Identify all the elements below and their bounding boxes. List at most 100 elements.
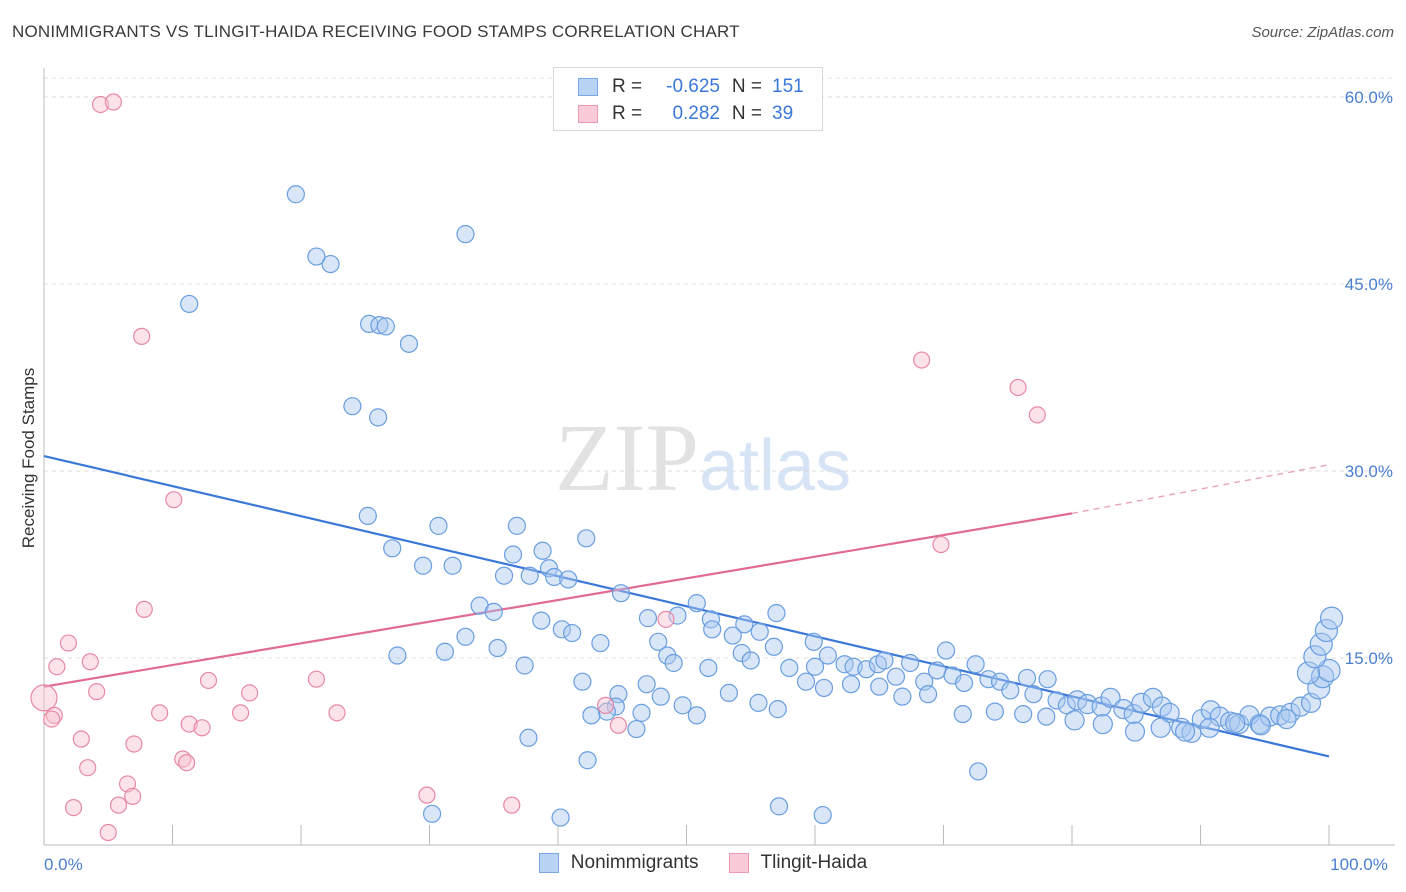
legend-row-tlingit-haida: R = 0.282 N = 39 — [578, 101, 793, 127]
point-tlingit-haida — [79, 759, 97, 777]
point-nonimmigrants — [484, 602, 503, 621]
point-nonimmigrants — [343, 397, 362, 416]
point-nonimmigrants — [658, 646, 677, 665]
point-nonimmigrants — [814, 678, 834, 698]
point-tlingit-haida — [503, 796, 521, 814]
point-nonimmigrants — [927, 661, 947, 680]
point-nonimmigrants — [1100, 687, 1121, 708]
legend-item-nonimmigrants: Nonimmigrants — [538, 852, 699, 874]
point-nonimmigrants — [551, 808, 570, 827]
point-tlingit-haida — [59, 634, 78, 652]
point-nonimmigrants — [1123, 703, 1144, 725]
point-nonimmigrants — [1001, 681, 1020, 700]
legend-n-label: N = — [731, 103, 762, 124]
point-nonimmigrants — [1038, 670, 1057, 689]
point-nonimmigrants — [813, 805, 832, 825]
point-tlingit-haida — [1028, 406, 1046, 424]
point-nonimmigrants — [358, 506, 377, 525]
point-nonimmigrants — [533, 541, 552, 560]
point-nonimmigrants — [559, 570, 578, 589]
point-nonimmigrants — [769, 797, 789, 816]
point-nonimmigrants — [649, 632, 668, 651]
point-nonimmigrants — [1024, 685, 1043, 704]
point-nonimmigrants — [1113, 699, 1134, 720]
point-tlingit-haida — [609, 716, 627, 734]
point-nonimmigrants — [563, 623, 582, 643]
point-nonimmigrants — [520, 566, 539, 585]
point-nonimmigrants — [1199, 717, 1220, 738]
point-nonimmigrants — [1314, 618, 1339, 643]
point-tlingit-haida — [88, 683, 106, 701]
watermark: ZIPatlas — [555, 402, 851, 513]
point-nonimmigrants — [985, 702, 1005, 721]
point-tlingit-haida — [125, 735, 143, 753]
point-tlingit-haida — [104, 93, 122, 111]
point-nonimmigrants — [632, 703, 651, 722]
trend-line-tlingit-haida — [43, 512, 1073, 688]
point-nonimmigrants — [886, 667, 906, 686]
source-label: Source: ZipAtlas.com — [1251, 24, 1394, 41]
point-nonimmigrants — [1064, 710, 1085, 731]
point-tlingit-haida — [180, 715, 198, 733]
point-nonimmigrants — [321, 254, 340, 274]
tick-labels: 15.0% 30.0% 45.0% 60.0% 0.0% 100.0% Receiving … — [19, 88, 1393, 874]
point-tlingit-haida — [30, 684, 58, 712]
point-nonimmigrants — [1249, 713, 1270, 735]
point-nonimmigrants — [651, 687, 670, 706]
point-tlingit-haida — [418, 786, 436, 804]
legend-swatch-nonimmigrants — [578, 78, 598, 96]
point-nonimmigrants — [638, 609, 658, 628]
point-nonimmigrants — [552, 620, 571, 639]
point-nonimmigrants — [1209, 706, 1230, 727]
point-tlingit-haida — [193, 719, 211, 737]
point-nonimmigrants — [1017, 668, 1037, 688]
point-nonimmigrants — [764, 637, 783, 656]
point-tlingit-haida — [199, 671, 218, 690]
point-nonimmigrants — [936, 641, 956, 660]
point-nonimmigrants — [668, 606, 687, 625]
point-nonimmigrants — [488, 638, 507, 658]
point-tlingit-haida — [328, 704, 346, 722]
point-nonimmigrants — [979, 670, 998, 689]
point-nonimmigrants — [519, 728, 538, 747]
point-tlingit-haida — [165, 491, 183, 509]
point-nonimmigrants — [953, 704, 972, 724]
point-tlingit-haida — [81, 653, 99, 671]
x-tick-label: 0.0% — [44, 855, 83, 874]
point-tlingit-haida — [48, 658, 66, 676]
point-tlingit-haida — [43, 710, 61, 728]
point-nonimmigrants — [719, 683, 739, 703]
point-tlingit-haida — [307, 670, 326, 688]
point-nonimmigrants — [723, 626, 742, 645]
point-nonimmigrants — [376, 317, 395, 336]
point-nonimmigrants — [749, 693, 768, 712]
point-nonimmigrants — [286, 185, 305, 204]
point-nonimmigrants — [494, 566, 514, 585]
point-nonimmigrants — [637, 675, 656, 694]
y-axis-title: Receiving Food Stamps — [19, 368, 38, 548]
legend-r-value: -0.625 — [666, 76, 720, 97]
point-nonimmigrants — [1290, 696, 1311, 717]
series-legend: Nonimmigrants Tlingit-Haida — [0, 852, 1406, 874]
point-nonimmigrants — [750, 622, 769, 641]
point-nonimmigrants — [664, 653, 683, 673]
legend-r-label: R = — [612, 103, 643, 124]
y-tick-label: 45.0% — [1345, 275, 1393, 294]
point-nonimmigrants — [687, 594, 706, 613]
point-nonimmigrants — [1276, 708, 1297, 730]
point-nonimmigrants — [456, 225, 475, 244]
point-nonimmigrants — [1092, 713, 1113, 735]
point-nonimmigrants — [1047, 691, 1066, 710]
point-tlingit-haida — [109, 796, 128, 814]
point-nonimmigrants — [456, 627, 475, 646]
point-nonimmigrants — [1310, 665, 1335, 689]
point-nonimmigrants — [1174, 721, 1196, 742]
point-nonimmigrants — [1317, 658, 1341, 683]
legend-n-value: 151 — [772, 76, 804, 97]
point-nonimmigrants — [1225, 712, 1246, 733]
gridlines — [44, 77, 1395, 659]
legend-row-nonimmigrants: R = -0.625 N = 151 — [578, 74, 804, 100]
legend-item-tlingit-haida: Tlingit-Haida — [728, 852, 867, 874]
point-nonimmigrants — [413, 556, 433, 575]
